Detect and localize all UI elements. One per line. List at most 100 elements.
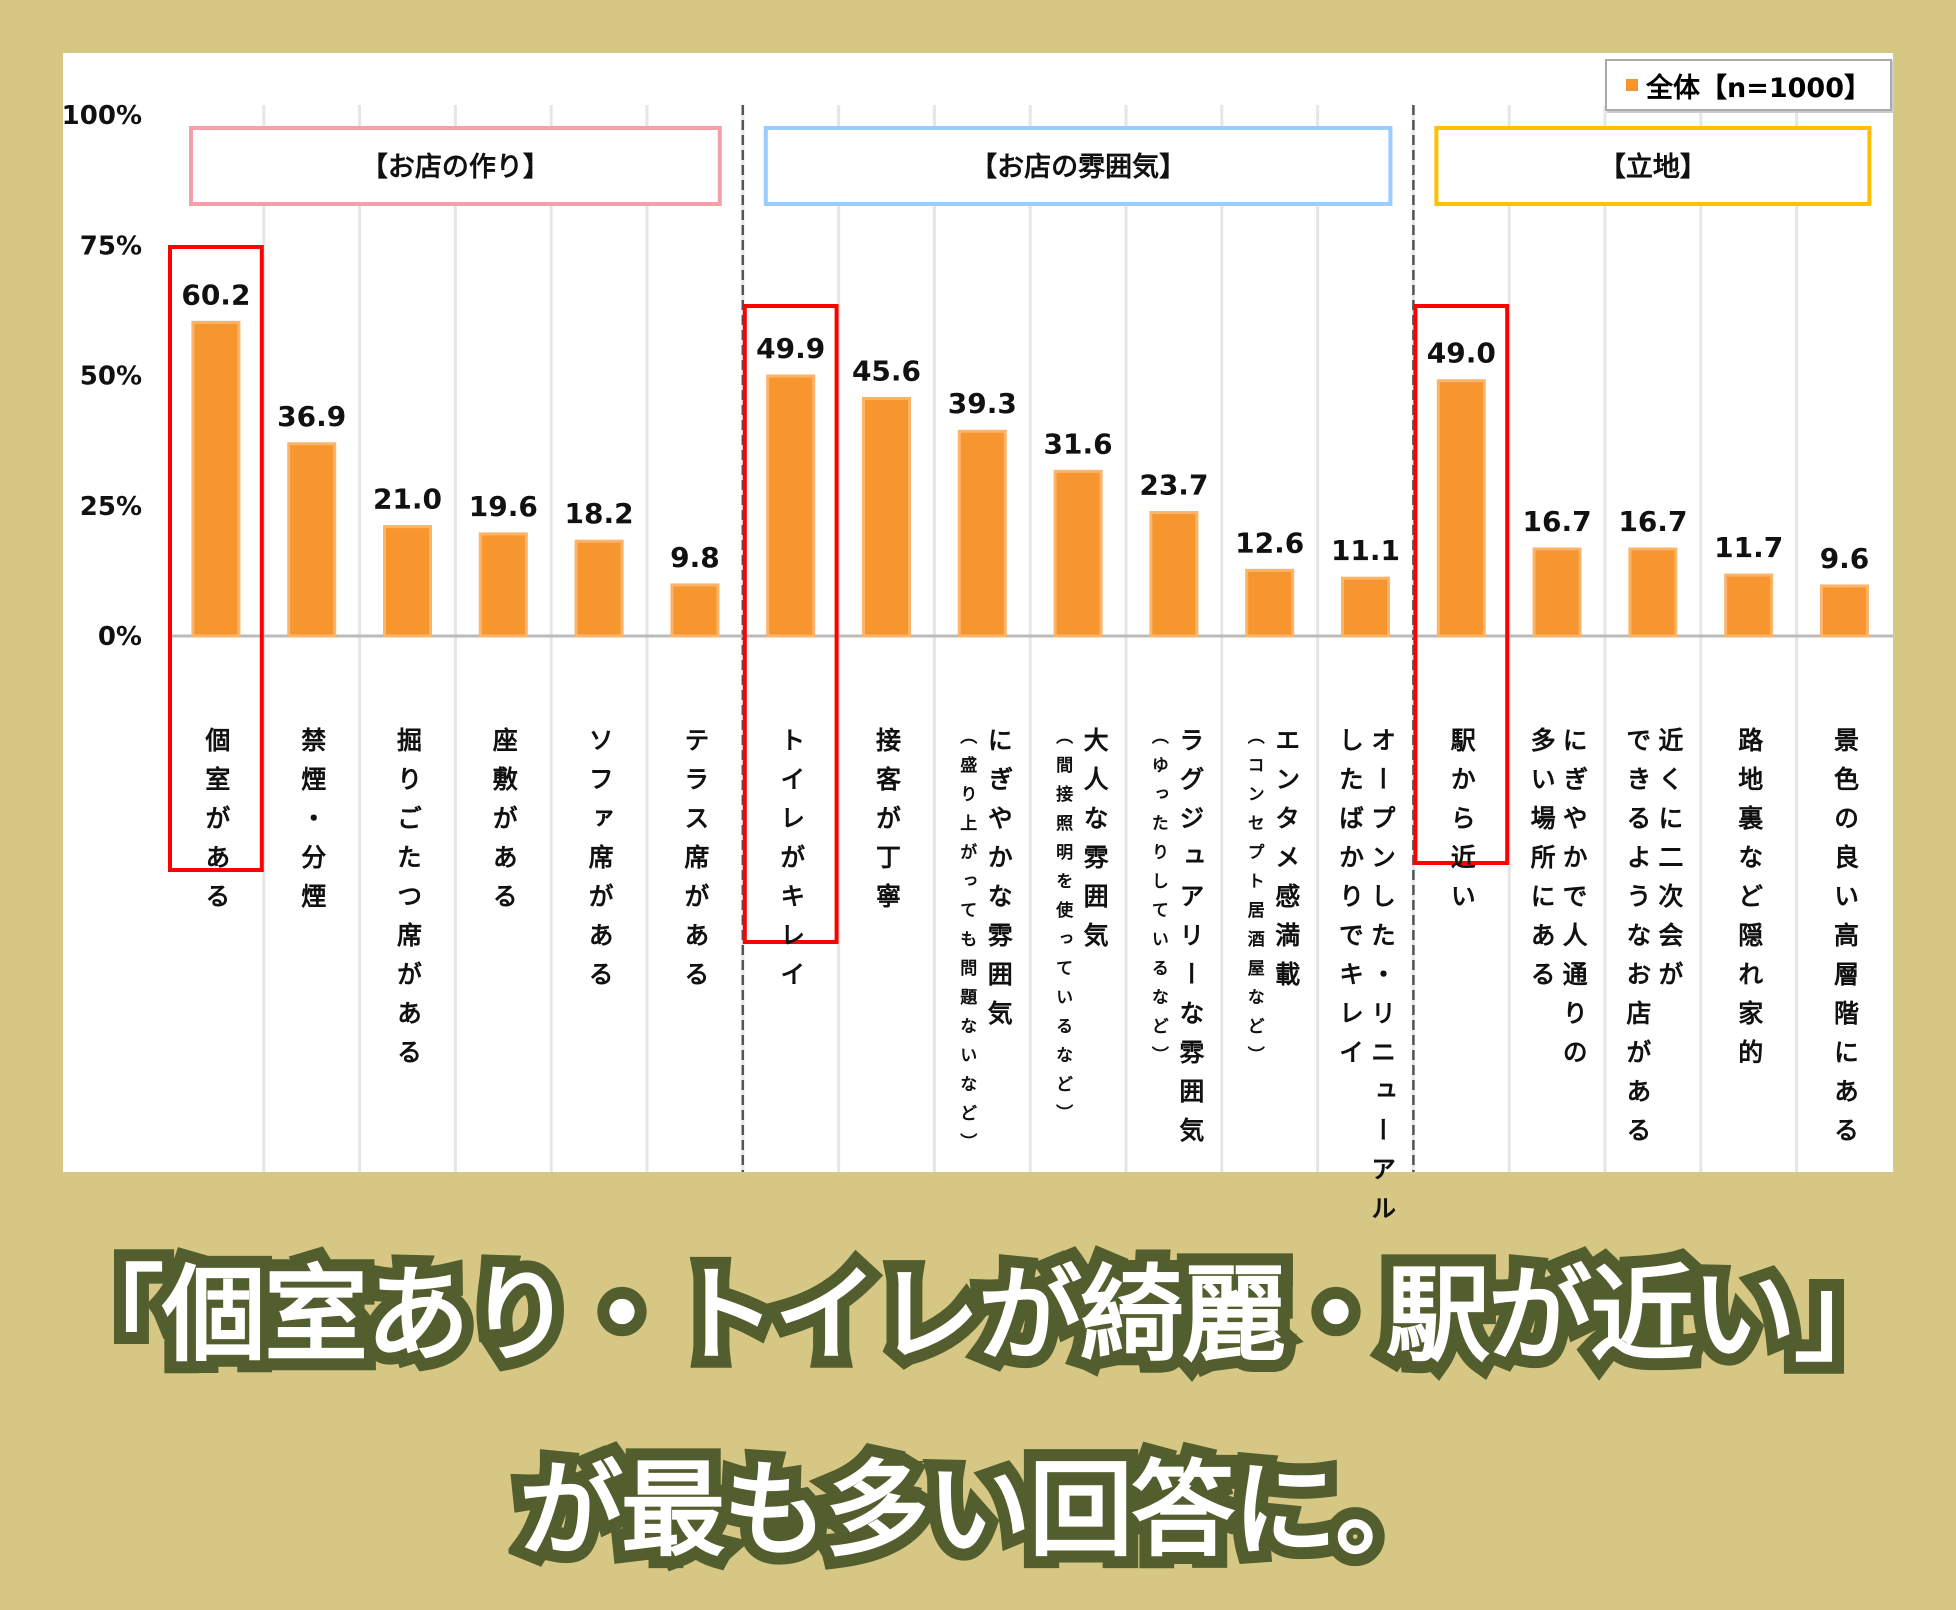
bar xyxy=(287,442,337,638)
y-tick-label: 50% xyxy=(80,362,142,392)
data-label: 36.9 xyxy=(277,400,346,433)
bar xyxy=(383,525,432,638)
y-tick-label: 0% xyxy=(98,622,142,652)
category-label: 禁煙・分煙 xyxy=(296,727,328,922)
bar-chart: 【お店の作り】 【お店の雰囲気】 【立地】 0% 25% 50% 75% 100% 60.2 36… xyxy=(63,101,1893,1172)
group-label: 【立地】 xyxy=(1599,151,1707,183)
category-label: にぎやかで人通りの 多い場所にある xyxy=(1525,727,1589,1078)
category-label-line: ラグジュアリーな雰囲気 xyxy=(1175,727,1205,1156)
legend: 全体【n=1000】 xyxy=(1605,59,1892,111)
data-label: 49.9 xyxy=(756,332,825,365)
group-box xyxy=(189,126,722,206)
y-tick-label: 75% xyxy=(80,231,142,261)
group-box xyxy=(763,126,1393,206)
category-label: トイレがキレイ xyxy=(775,727,807,1000)
data-label: 19.6 xyxy=(469,490,538,523)
category-label-line: 駅から近い xyxy=(1447,727,1477,922)
category-label: 駅から近い xyxy=(1445,727,1477,922)
category-label-line: 掘りごたつ席がある xyxy=(393,727,423,1078)
data-label: 9.8 xyxy=(670,541,720,574)
data-label: 11.1 xyxy=(1331,534,1400,567)
category-sublabel: （盛り上がっても問題ないなど） xyxy=(956,727,977,1162)
legend-label: 全体【n=1000】 xyxy=(1646,72,1871,104)
chart-panel: 【お店の作り】 【お店の雰囲気】 【立地】 0% 25% 50% 75% 100% 60.2 36… xyxy=(63,53,1893,1234)
data-label: 39.3 xyxy=(948,387,1017,420)
data-label: 60.2 xyxy=(181,278,250,311)
category-label: 接客が丁寧 xyxy=(871,727,903,922)
group-label: 【お店の雰囲気】 xyxy=(970,151,1186,183)
category-label: エンタメ感満載 （コンセプト居酒屋など） xyxy=(1238,727,1302,1075)
data-label: 11.7 xyxy=(1714,531,1783,564)
bar xyxy=(1341,576,1390,638)
category-label: にぎやかな雰囲気 （盛り上がっても問題ないなど） xyxy=(950,727,1014,1162)
category-sublabel: （間接照明を使っているなど） xyxy=(1052,727,1073,1133)
data-label: 18.2 xyxy=(565,497,634,530)
bar xyxy=(1149,511,1199,638)
caption-line-2: が最も多い回答に。 xyxy=(507,1437,1451,1583)
bar xyxy=(670,583,720,638)
category-label-line: 個室がある xyxy=(201,727,231,922)
highlight-box xyxy=(742,304,839,944)
data-label: 31.6 xyxy=(1044,427,1113,460)
group-box xyxy=(1434,126,1872,206)
category-label: テラス席がある xyxy=(679,727,711,1000)
category-label-line: オープンした・リニューアル xyxy=(1367,727,1397,1234)
bar xyxy=(957,429,1007,638)
highlight-box xyxy=(1413,304,1510,865)
bar xyxy=(1436,379,1486,638)
category-label: 座敷がある xyxy=(487,727,519,922)
category-label-line: できるようなお店がある xyxy=(1622,727,1652,1156)
category-label-line: 景色の良い高層階にある xyxy=(1830,727,1860,1156)
category-label-line: 座敷がある xyxy=(489,727,519,922)
category-label-line: ソファ席がある xyxy=(585,727,615,1000)
bar xyxy=(766,374,816,638)
category-label: 近くに二次会が できるようなお店がある xyxy=(1621,727,1685,1156)
bar xyxy=(1532,547,1582,638)
category-label: 路地裏など隠れ家的 xyxy=(1733,727,1765,1078)
bar xyxy=(1820,584,1869,638)
data-label: 16.7 xyxy=(1523,505,1592,538)
category-label: 個室がある xyxy=(200,727,232,922)
highlight-box xyxy=(168,245,264,872)
bar xyxy=(862,396,911,638)
category-label-line: 大人な雰囲気 xyxy=(1080,727,1110,961)
bar xyxy=(1628,547,1678,638)
data-label: 16.7 xyxy=(1618,505,1687,538)
category-label: ソファ席がある xyxy=(583,727,615,1000)
category-label-line: 多い場所にある xyxy=(1527,727,1557,1000)
data-label: 23.7 xyxy=(1139,469,1208,502)
data-label: 21.0 xyxy=(373,483,442,516)
y-tick-label: 100% xyxy=(63,101,142,131)
category-label-line: 近くに二次会が xyxy=(1654,727,1684,1000)
category-label-line: テラス席がある xyxy=(680,727,710,1000)
legend-swatch xyxy=(1626,79,1638,91)
bar xyxy=(1724,573,1774,638)
category-label: 掘りごたつ席がある xyxy=(392,727,424,1078)
category-label: オープンした・リニューアル したばかりでキレイ xyxy=(1334,727,1398,1234)
category-label-line: 禁煙・分煙 xyxy=(297,727,327,922)
data-label: 49.0 xyxy=(1427,337,1496,370)
bar xyxy=(478,532,528,638)
bar xyxy=(574,539,624,638)
bar xyxy=(1053,469,1103,638)
category-label-line: 路地裏など隠れ家的 xyxy=(1734,727,1764,1078)
caption-line-1: 「個室あり・トイレが綺麗・駅が近い」 xyxy=(48,1242,1910,1388)
y-tick-label: 25% xyxy=(80,492,142,522)
category-label-line: 接客が丁寧 xyxy=(872,727,902,922)
category-label: 景色の良い高層階にある xyxy=(1829,727,1861,1156)
category-label-line: エンタメ感満載 xyxy=(1271,727,1301,1000)
data-label: 45.6 xyxy=(852,354,921,387)
category-label-line: にぎやかな雰囲気 xyxy=(984,727,1014,1039)
category-label-line: にぎやかで人通りの xyxy=(1559,727,1589,1078)
category-label: 大人な雰囲気 （間接照明を使っているなど） xyxy=(1046,727,1110,1133)
category-sublabel: （ゆったりしているなど） xyxy=(1147,727,1168,1075)
category-label-line: したばかりでキレイ xyxy=(1335,727,1365,1078)
group-label: 【お店の作り】 xyxy=(361,152,550,183)
category-label-line: トイレがキレイ xyxy=(776,727,806,1000)
data-label: 12.6 xyxy=(1235,526,1304,559)
data-label: 9.6 xyxy=(1820,542,1870,575)
category-sublabel: （コンセプト居酒屋など） xyxy=(1243,727,1264,1075)
bar xyxy=(191,320,241,638)
bar xyxy=(1245,568,1295,638)
category-label: ラグジュアリーな雰囲気 （ゆったりしているなど） xyxy=(1142,727,1206,1156)
